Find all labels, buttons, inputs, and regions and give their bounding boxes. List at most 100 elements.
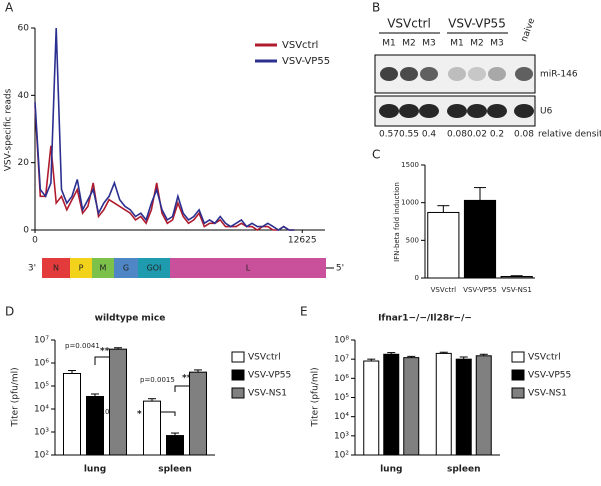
blot-band (380, 67, 398, 81)
bar (109, 348, 127, 456)
blot-band (379, 104, 399, 118)
annotation: ** (182, 374, 192, 384)
gene-label: L (246, 264, 251, 273)
bar (435, 352, 452, 456)
blot-band (419, 104, 439, 118)
x-tick-label: VSVctrl (431, 286, 456, 294)
bar (363, 360, 380, 456)
panel-label: D (5, 305, 14, 319)
blot-band (400, 67, 418, 81)
y-label: Titer (pfu/ml) (311, 367, 321, 427)
y-tick-label: 10³ (334, 431, 349, 441)
x-tick-label: VSV-NS1 (502, 286, 532, 294)
bar (455, 358, 472, 456)
y-tick-label: 40 (18, 91, 30, 101)
gene-segment (114, 258, 138, 278)
bar (166, 435, 184, 456)
x-tick-label: 12625 (288, 236, 317, 246)
y-tick-label: 500 (406, 236, 419, 244)
row-label: U6 (540, 107, 553, 117)
blot-band (515, 67, 533, 81)
lane-label: M3 (422, 39, 436, 49)
y-tick-label: 10⁶ (34, 359, 49, 369)
y-tick-label: 0 (415, 274, 419, 282)
row-label: miR-146 (540, 70, 578, 80)
y-tick-label: 1500 (401, 161, 419, 169)
bar (86, 395, 104, 456)
legend-label: VSV-VP55 (528, 371, 571, 381)
blot-panel (374, 54, 536, 94)
gene-label: G (123, 264, 129, 273)
y-tick-label: 60 (18, 24, 30, 34)
y-tick-label: 10⁵ (34, 382, 49, 392)
x-tick-label: spleen (447, 465, 481, 475)
gene-segment (170, 258, 326, 278)
x-tick-label: 0 (32, 236, 38, 246)
series-line (34, 105, 295, 231)
bar (500, 275, 533, 279)
lane-label: M3 (490, 39, 504, 49)
blot-band (514, 104, 534, 118)
panel-label: A (5, 1, 14, 15)
legend-swatch (511, 387, 525, 399)
y-tick-label: 0 (23, 226, 29, 236)
gene-label: GOI (147, 264, 162, 273)
density-value: 0.02 (467, 130, 487, 140)
gene-label: M (100, 264, 107, 273)
y-tick-label: 10² (34, 451, 49, 461)
x-tick-label: spleen (158, 465, 192, 475)
bar (403, 357, 420, 456)
legend-label: VSV-NS1 (528, 389, 567, 399)
legend-swatch (511, 351, 525, 363)
blot-band (447, 104, 467, 118)
blot-band (448, 67, 466, 81)
legend-label: VSVctrl (528, 353, 561, 363)
panel-label: E (300, 305, 308, 319)
bar (63, 372, 81, 456)
y-tick-label: 10³ (34, 428, 49, 438)
density-value: 0.57 (379, 130, 399, 140)
y-label: Titer (pfu/ml) (11, 367, 21, 427)
bar (463, 199, 497, 279)
y-tick-label: 10⁷ (334, 355, 349, 365)
blot-band (468, 67, 486, 81)
y-label: VSV-specific reads (4, 88, 14, 171)
naive-label: naive (520, 16, 538, 43)
x-tick-label: VSV-VP55 (463, 286, 497, 294)
bar (475, 355, 492, 456)
blot-band (420, 67, 438, 81)
gene-label: P (79, 264, 84, 273)
chart-title: Ifnar1−/−/Il28r−/− (378, 314, 472, 324)
panel-label: C (372, 148, 380, 162)
blot-band (487, 104, 507, 118)
lane-label: M1 (450, 39, 464, 49)
legend-swatch (231, 369, 245, 381)
gene-label: N (53, 264, 59, 273)
chart-title: wildtype mice (95, 314, 166, 324)
blot-band (467, 104, 487, 118)
legend-label: VSV-VP55 (248, 371, 291, 381)
x-tick-label: lung (84, 465, 106, 475)
density-value: 0.55 (399, 130, 419, 140)
y-tick-label: 10⁵ (334, 393, 349, 403)
group-label: VSV-VP55 (448, 17, 506, 31)
x-tick-label: lung (380, 465, 402, 475)
density-value: 0.4 (422, 130, 437, 140)
y-label: IFN-beta fold induction (393, 182, 401, 262)
y-tick-label: 1000 (401, 199, 419, 207)
legend-label: VSV-VP55 (282, 56, 330, 67)
bar (143, 400, 161, 456)
annotation: * (137, 410, 142, 420)
y-tick-label: 10⁴ (334, 412, 349, 422)
bar (427, 211, 460, 279)
panel-label: B (372, 1, 380, 15)
legend-label: VSVctrl (248, 353, 281, 363)
y-tick-label: 10² (334, 451, 349, 461)
genome-end: 3' (28, 264, 36, 274)
gene-segment (92, 258, 114, 278)
y-tick-label: 10⁶ (334, 374, 349, 384)
bar (189, 371, 207, 456)
y-tick-label: 10⁸ (334, 336, 349, 346)
group-label: VSVctrl (387, 17, 431, 31)
